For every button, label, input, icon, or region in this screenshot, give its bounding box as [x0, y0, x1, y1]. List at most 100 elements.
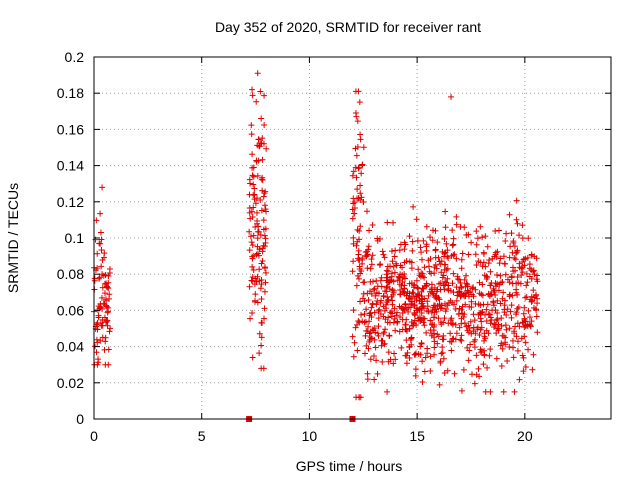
data-point: [372, 344, 379, 351]
data-point: [355, 88, 362, 95]
data-point: [398, 344, 405, 351]
data-point: [428, 270, 435, 277]
data-point: [247, 233, 254, 240]
data-point: [94, 250, 101, 257]
data-point: [94, 319, 101, 326]
data-point: [449, 335, 456, 342]
data-point: [362, 332, 369, 339]
data-point: [494, 248, 501, 255]
data-point: [504, 357, 511, 364]
data-point: [461, 320, 468, 327]
data-point: [259, 258, 266, 265]
data-point: [498, 315, 505, 322]
data-point: [358, 311, 365, 318]
data-point: [473, 352, 480, 359]
data-point: [249, 164, 256, 171]
data-point: [474, 235, 481, 242]
data-point: [261, 288, 268, 295]
data-point: [263, 208, 270, 215]
data-point: [415, 285, 422, 292]
data-point: [105, 273, 112, 280]
data-point: [430, 302, 437, 309]
data-point: [443, 305, 450, 312]
data-point: [418, 339, 425, 346]
data-point: [355, 251, 362, 258]
data-point: [464, 344, 471, 351]
data-point: [249, 263, 256, 270]
data-point: [522, 363, 529, 370]
data-point: [95, 314, 102, 321]
data-point: [502, 334, 509, 341]
data-point: [357, 182, 364, 189]
data-point: [401, 246, 408, 253]
data-point: [459, 250, 466, 257]
data-point: [413, 216, 420, 223]
data-point: [529, 297, 536, 304]
data-point: [378, 337, 385, 344]
data-point: [413, 296, 420, 303]
data-point: [458, 306, 465, 313]
data-point: [98, 263, 105, 270]
data-point: [475, 301, 482, 308]
data-point: [423, 243, 430, 250]
data-point: [356, 236, 363, 243]
data-point: [259, 187, 266, 194]
x-tick-label: 15: [409, 428, 425, 444]
data-point: [521, 304, 528, 311]
data-point: [466, 325, 473, 332]
data-point: [417, 244, 424, 251]
data-point: [521, 324, 528, 331]
data-point: [259, 135, 266, 142]
data-point: [465, 329, 472, 336]
data-points: [91, 70, 541, 422]
data-point: [509, 249, 516, 256]
data-point: [257, 285, 264, 292]
data-point: [503, 230, 510, 237]
data-point: [504, 276, 511, 283]
data-point: [530, 287, 537, 294]
data-point: [397, 241, 404, 248]
data-point: [364, 251, 371, 258]
data-point: [91, 277, 98, 284]
data-point: [514, 347, 521, 354]
data-point: [248, 122, 255, 129]
data-point: [383, 274, 390, 281]
data-point: [403, 337, 410, 344]
data-point: [472, 251, 479, 258]
data-point: [388, 293, 395, 300]
data-point: [451, 370, 458, 377]
data-point: [356, 265, 363, 272]
data-point: [249, 92, 256, 99]
data-point: [493, 355, 500, 362]
data-point: [409, 298, 416, 305]
data-point: [520, 368, 527, 375]
data-point: [519, 235, 526, 242]
data-point: [465, 357, 472, 364]
data-point: [437, 261, 444, 268]
data-point: [523, 270, 530, 277]
data-point: [254, 299, 261, 306]
data-point: [397, 291, 404, 298]
data-point: [354, 186, 361, 193]
data-point: [106, 291, 113, 298]
data-point: [401, 270, 408, 277]
data-point: [504, 306, 511, 313]
data-point: [458, 292, 465, 299]
data-point: [530, 351, 537, 358]
data-point: [354, 118, 361, 125]
data-point: [364, 370, 371, 377]
data-point: [525, 235, 532, 242]
data-point: [493, 317, 500, 324]
data-point: [500, 289, 507, 296]
data-point: [513, 309, 520, 316]
data-point: [360, 144, 367, 151]
data-point: [474, 326, 481, 333]
data-point: [390, 263, 397, 270]
data-point: [354, 347, 361, 354]
data-point: [391, 350, 398, 357]
data-point: [98, 322, 105, 329]
data-point: [250, 173, 257, 180]
data-point: [368, 335, 375, 342]
data-point: [408, 319, 415, 326]
data-point: [521, 333, 528, 340]
